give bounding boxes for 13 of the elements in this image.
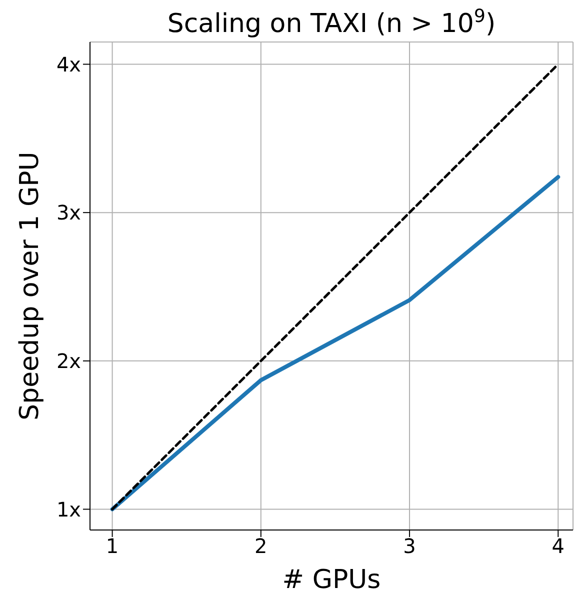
y-tick-label: 3x bbox=[56, 200, 82, 225]
y-tick-label: 4x bbox=[56, 52, 82, 76]
y-axis-title: Speedup over 1 GPU bbox=[15, 152, 45, 420]
line-series bbox=[111, 63, 560, 510]
x-tick-label: 4 bbox=[552, 534, 565, 558]
chart-title: Scaling on TAXI (n > 10$^{9}$) bbox=[167, 6, 496, 39]
y-tick-label: 1x bbox=[56, 497, 82, 522]
x-tick-label: 3 bbox=[403, 534, 416, 558]
x-tick-label: 2 bbox=[254, 534, 268, 558]
x-tick-label: 1 bbox=[106, 534, 119, 558]
y-tick-label: 2x bbox=[56, 349, 82, 374]
x-axis-title: # GPUs bbox=[282, 565, 381, 595]
line-series bbox=[110, 174, 560, 512]
